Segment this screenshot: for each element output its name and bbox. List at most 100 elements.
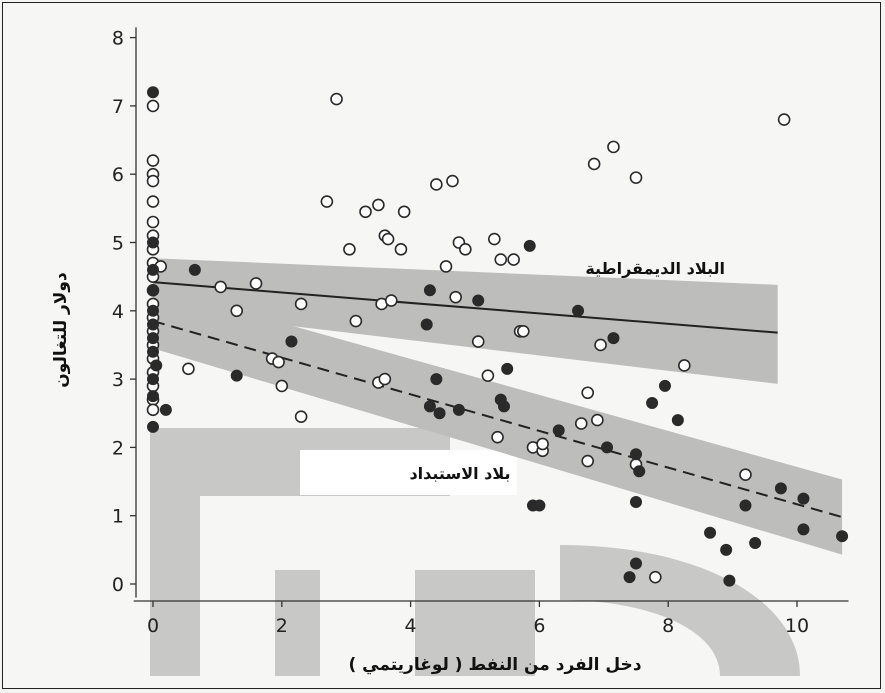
data-point-autocracy — [630, 496, 642, 509]
confidence-bands — [153, 258, 843, 555]
data-point-democracy — [677, 359, 691, 372]
data-point-democracy — [272, 355, 285, 369]
data-point-autocracy — [497, 400, 510, 413]
x-tick-label: 10 — [785, 615, 809, 637]
data-point-democracy — [214, 280, 227, 294]
data-point-democracy — [536, 437, 549, 451]
y-tick-label: 4 — [112, 301, 124, 323]
data-point-autocracy — [704, 526, 717, 539]
data-point-democracy — [294, 410, 308, 423]
data-point-democracy — [359, 205, 372, 219]
data-point-democracy — [349, 314, 363, 328]
data-point-autocracy — [720, 543, 733, 556]
data-point-autocracy — [646, 397, 659, 410]
data-point-democracy — [581, 454, 595, 468]
data-point-autocracy — [452, 403, 465, 416]
data-point-autocracy — [749, 537, 762, 550]
data-point-democracy — [488, 232, 501, 246]
data-point-autocracy — [501, 362, 514, 375]
data-point-autocracy — [572, 304, 585, 317]
data-point-autocracy — [285, 335, 298, 348]
x-tick-label: 6 — [533, 615, 545, 637]
data-point-autocracy — [607, 332, 620, 345]
data-point-democracy — [439, 260, 453, 273]
data-point-democracy — [471, 335, 485, 348]
data-points — [146, 86, 849, 587]
data-point-autocracy — [630, 557, 642, 570]
y-tick-label: 5 — [112, 233, 124, 255]
data-point-democracy — [146, 195, 160, 208]
data-point-democracy — [607, 140, 620, 154]
data-point-autocracy — [147, 86, 159, 99]
data-point-autocracy — [420, 318, 433, 331]
data-point-autocracy — [533, 499, 546, 512]
data-point-autocracy — [633, 465, 646, 478]
data-point-autocracy — [147, 420, 159, 433]
data-point-autocracy — [147, 332, 159, 345]
data-point-autocracy — [836, 530, 849, 543]
data-point-democracy — [146, 99, 160, 113]
data-point-autocracy — [147, 373, 159, 386]
data-point-autocracy — [159, 403, 172, 416]
y-tick-label: 8 — [112, 28, 124, 50]
data-point-autocracy — [147, 318, 159, 331]
data-point-democracy — [581, 386, 595, 400]
data-point-autocracy — [774, 482, 787, 495]
confidence-band-autocracies — [153, 286, 843, 555]
data-point-democracy — [320, 195, 334, 208]
data-point-democracy — [430, 178, 443, 191]
data-point-autocracy — [147, 236, 159, 249]
data-point-autocracy — [423, 284, 436, 297]
annotation-box-autocracies — [300, 450, 517, 495]
data-point-democracy — [294, 297, 308, 311]
data-point-democracy — [491, 430, 504, 444]
data-point-autocracy — [671, 414, 684, 427]
data-point-autocracy — [147, 390, 159, 403]
data-point-democracy — [330, 92, 343, 106]
data-point-democracy — [397, 205, 411, 219]
y-tick-label: 2 — [112, 437, 124, 459]
fit-line-democracies — [152, 281, 778, 334]
data-point-autocracy — [150, 359, 163, 372]
annotation-autocracies: بلاد الاستبداد — [409, 464, 510, 483]
data-point-democracy — [739, 468, 752, 482]
data-point-democracy — [146, 215, 160, 229]
annotation-democracies: البلاد الديمقراطية — [585, 259, 725, 278]
data-point-autocracy — [797, 523, 810, 536]
data-point-autocracy — [188, 263, 201, 276]
data-point-autocracy — [423, 400, 436, 413]
data-point-democracy — [230, 304, 244, 318]
data-point-democracy — [507, 253, 520, 266]
data-point-democracy — [384, 294, 398, 307]
data-point-democracy — [146, 174, 160, 188]
x-tick-label: 2 — [276, 615, 288, 637]
data-point-autocracy — [147, 345, 159, 358]
data-point-autocracy — [147, 304, 159, 317]
data-point-autocracy — [147, 263, 159, 276]
fit-line-autocracies — [152, 320, 843, 519]
axes: 0 1 2 3 4 5 6 7 8 0 2 4 6 8 10 — [112, 27, 849, 637]
data-point-autocracy — [658, 379, 671, 392]
data-point-democracy — [182, 362, 195, 376]
data-point-democracy — [594, 338, 607, 352]
data-point-autocracy — [523, 239, 536, 252]
fit-lines — [152, 281, 843, 519]
x-tick-label: 0 — [147, 615, 159, 637]
y-tick-label: 0 — [112, 574, 124, 596]
x-tick-label: 4 — [405, 615, 417, 637]
y-tick-label: 3 — [112, 369, 124, 391]
data-point-democracy — [275, 379, 289, 393]
data-point-democracy — [146, 403, 160, 417]
data-point-autocracy — [433, 407, 446, 420]
y-axis-title: دولار للتغالون — [51, 272, 71, 388]
data-point-autocracy — [623, 571, 636, 584]
data-point-democracy — [516, 324, 530, 338]
data-point-autocracy — [739, 499, 752, 512]
y-tick-label: 6 — [112, 164, 124, 186]
data-point-democracy — [649, 570, 662, 584]
data-point-autocracy — [552, 424, 565, 437]
x-tick-label: 8 — [662, 615, 674, 637]
data-point-democracy — [449, 290, 462, 304]
data-point-democracy — [378, 372, 392, 386]
